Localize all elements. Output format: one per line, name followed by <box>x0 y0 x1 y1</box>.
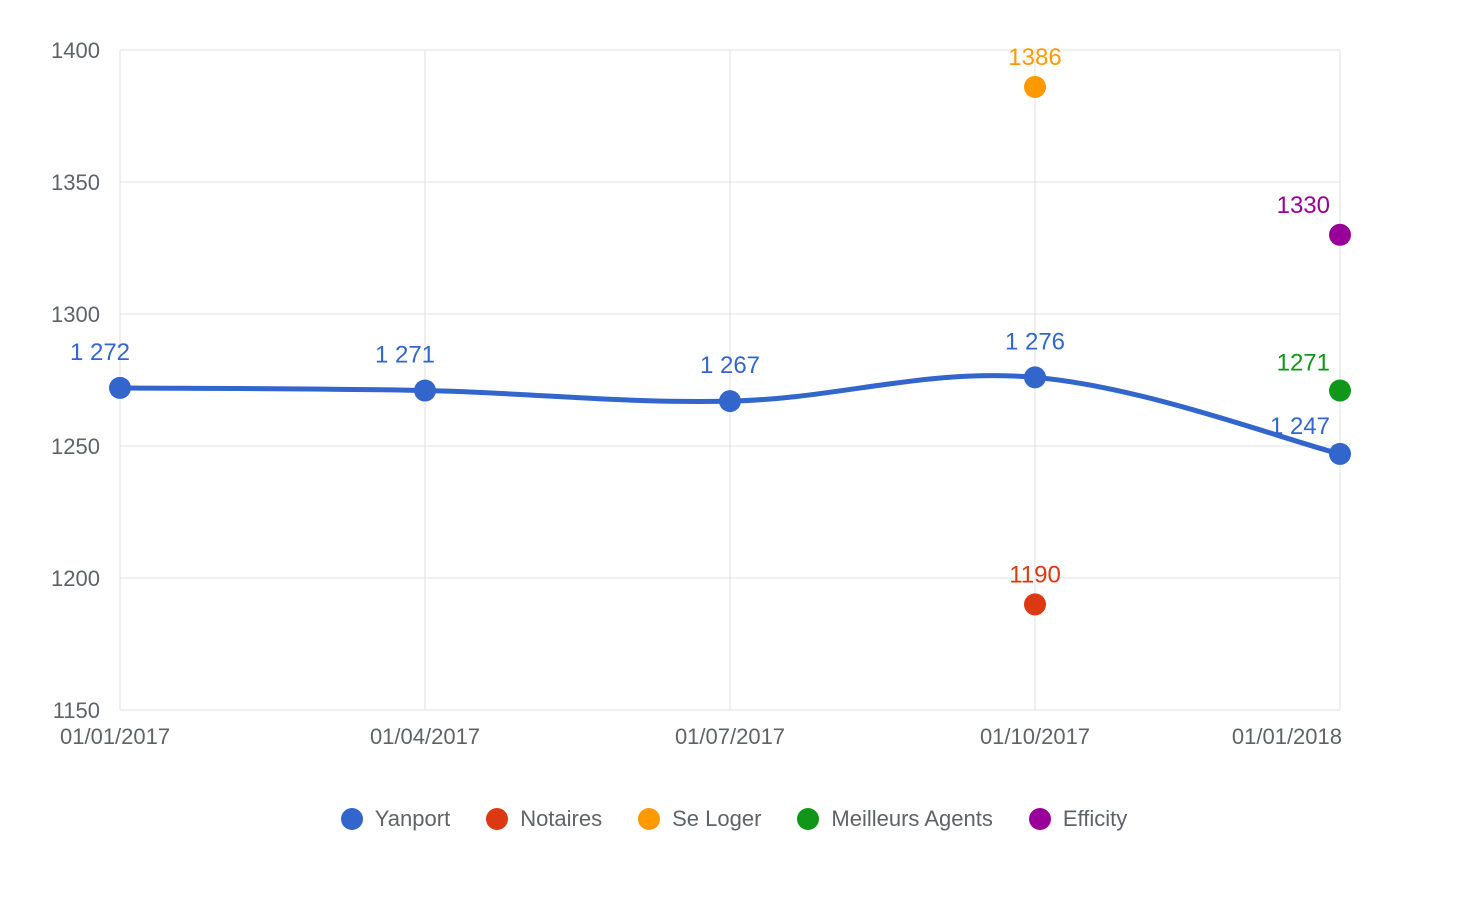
data-label: 1 272 <box>70 339 130 366</box>
legend-label: Se Loger <box>672 806 761 832</box>
y-axis-label: 1150 <box>53 698 100 723</box>
legend-item[interactable]: Se Loger <box>638 806 761 832</box>
legend-label: Notaires <box>520 806 602 832</box>
data-label: 1 276 <box>1005 328 1065 355</box>
legend-label: Efficity <box>1063 806 1127 832</box>
data-label: 1 247 <box>1270 413 1330 440</box>
data-point <box>1329 443 1351 465</box>
legend-item[interactable]: Notaires <box>486 806 602 832</box>
chart-container: 1150 1200 1250 1300 1350 1400 01/01/2017 01/04/… <box>0 0 1468 908</box>
data-label: 1190 <box>1009 561 1061 588</box>
legend-item[interactable]: Meilleurs Agents <box>797 806 992 832</box>
y-axis-label: 1250 <box>51 434 100 459</box>
chart-legend: Yanport Notaires Se Loger Meilleurs Agents E… <box>0 806 1468 832</box>
data-point <box>719 390 741 412</box>
legend-label: Meilleurs Agents <box>831 806 992 832</box>
data-label: 1271 <box>1277 350 1330 377</box>
x-axis-label: 01/10/2017 <box>980 724 1090 749</box>
legend-dot-icon <box>1029 808 1051 830</box>
data-label: 1 267 <box>700 352 760 379</box>
data-point <box>1329 380 1351 402</box>
data-label: 1386 <box>1008 44 1061 71</box>
legend-dot-icon <box>341 808 363 830</box>
data-point <box>414 380 436 402</box>
legend-item[interactable]: Yanport <box>341 806 450 832</box>
chart-svg: 1150 1200 1250 1300 1350 1400 01/01/2017 01/04/… <box>0 0 1468 908</box>
legend-dot-icon <box>638 808 660 830</box>
data-point <box>1024 366 1046 388</box>
data-label: 1330 <box>1277 192 1330 219</box>
y-axis-label: 1350 <box>51 170 100 195</box>
legend-item[interactable]: Efficity <box>1029 806 1127 832</box>
legend-label: Yanport <box>375 806 450 832</box>
data-point <box>1024 593 1046 615</box>
data-point <box>109 377 131 399</box>
data-point <box>1024 76 1046 98</box>
y-axis-label: 1200 <box>51 566 100 591</box>
data-label: 1 271 <box>375 342 435 369</box>
y-axis-label: 1400 <box>51 38 100 63</box>
legend-dot-icon <box>486 808 508 830</box>
data-point <box>1329 224 1351 246</box>
x-axis-label: 01/07/2017 <box>675 724 785 749</box>
x-axis-label: 01/01/2017 <box>60 724 170 749</box>
x-axis-label: 01/04/2017 <box>370 724 480 749</box>
y-axis-label: 1300 <box>51 302 100 327</box>
x-axis-label: 01/01/2018 <box>1232 724 1342 749</box>
legend-dot-icon <box>797 808 819 830</box>
